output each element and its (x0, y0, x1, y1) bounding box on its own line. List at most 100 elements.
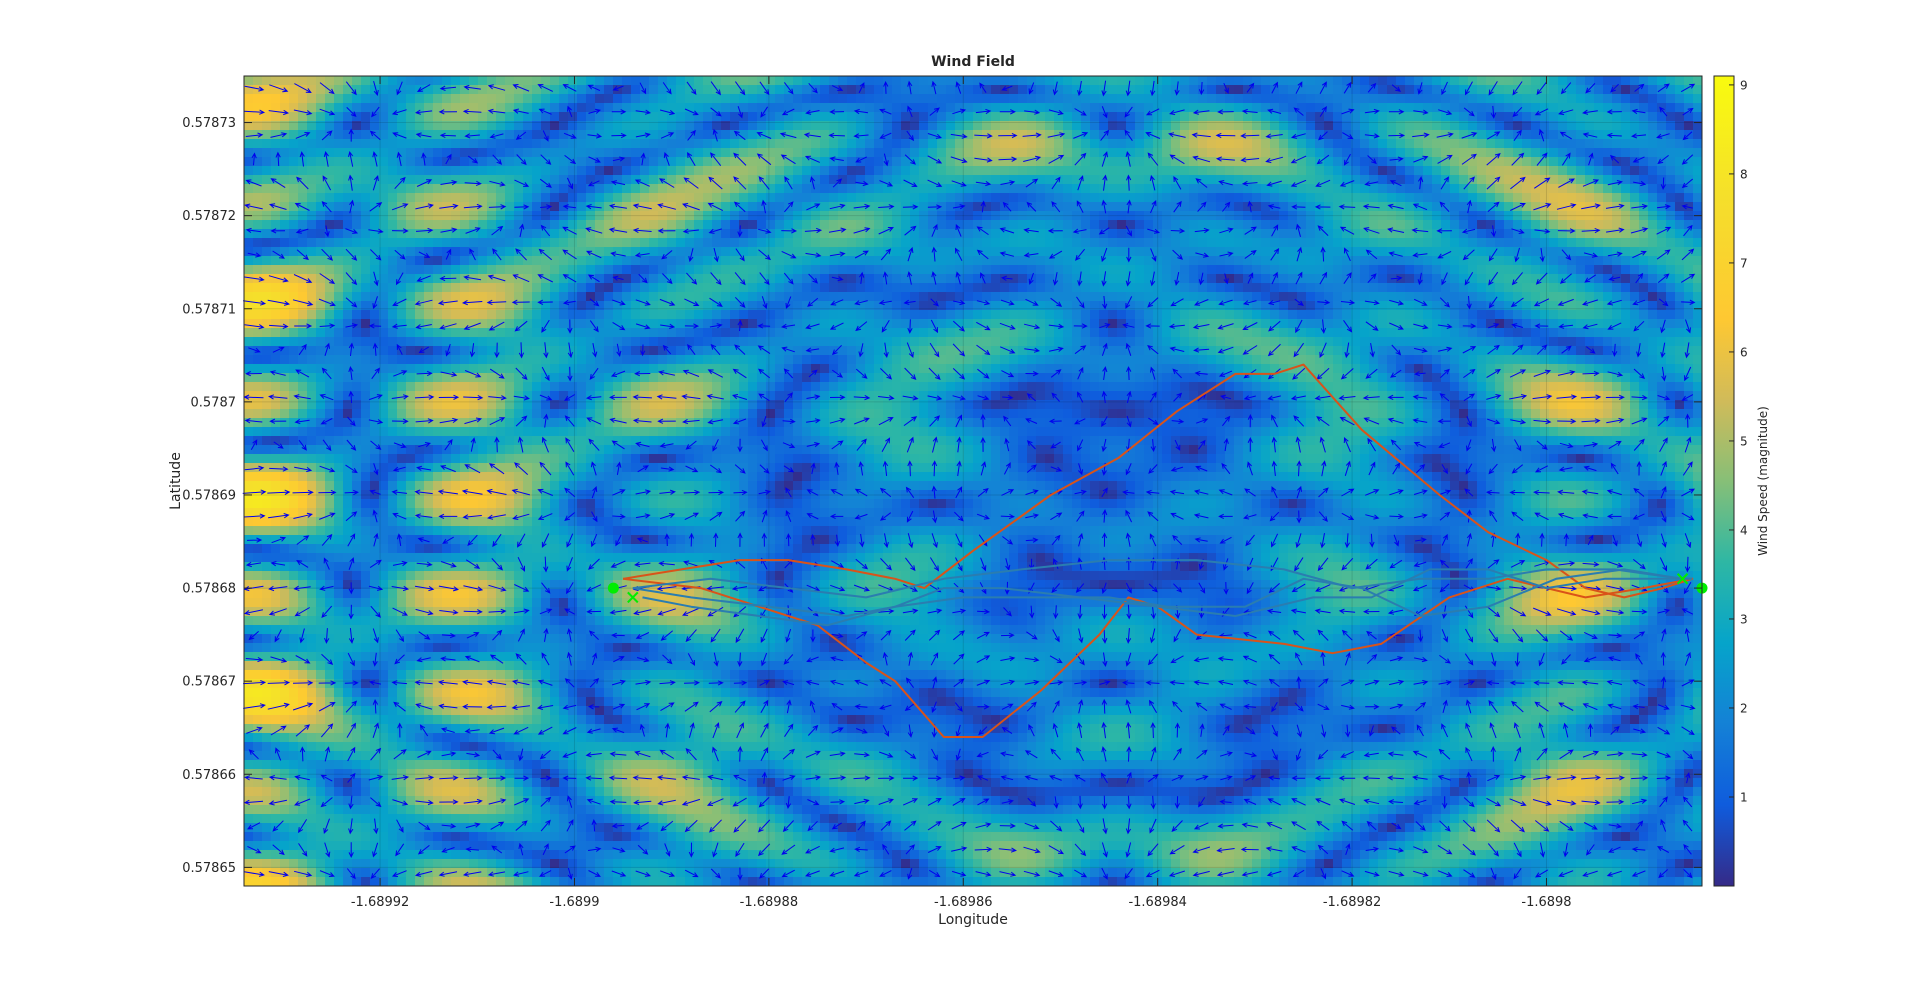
heatmap-cell (1162, 85, 1172, 95)
heatmap-cell (1441, 328, 1451, 338)
heatmap-cell (1261, 319, 1271, 329)
heatmap-cell (1612, 274, 1622, 284)
heatmap-cell (271, 139, 281, 149)
heatmap-cell (1387, 292, 1397, 302)
heatmap-cell (1558, 247, 1568, 257)
heatmap-cell (1351, 238, 1361, 248)
heatmap-cell (1189, 148, 1199, 158)
heatmap-cell (1243, 274, 1253, 284)
heatmap-cell (550, 256, 560, 266)
heatmap-cell (1549, 85, 1559, 95)
heatmap-cell (1459, 319, 1469, 329)
heatmap-cell (1180, 184, 1190, 194)
heatmap-cell (1126, 103, 1136, 113)
heatmap-cell (397, 76, 407, 86)
heatmap-cell (379, 220, 389, 230)
heatmap-cell (865, 76, 875, 86)
heatmap-cell (766, 265, 776, 275)
heatmap-cell (1324, 76, 1334, 86)
heatmap-cell (1144, 193, 1154, 203)
heatmap-cell (1036, 274, 1046, 284)
heatmap-cell (748, 148, 758, 158)
heatmap-cell (298, 265, 308, 275)
heatmap-cell (649, 265, 659, 275)
heatmap-cell (595, 238, 605, 248)
heatmap-cell (1567, 265, 1577, 275)
heatmap-cell (1135, 274, 1145, 284)
heatmap-cell (946, 229, 956, 239)
heatmap-cell (1576, 337, 1586, 347)
heatmap-cell (1342, 337, 1352, 347)
heatmap-cell (1468, 157, 1478, 167)
heatmap-cell (1045, 292, 1055, 302)
heatmap-cell (541, 157, 551, 167)
heatmap-cell (343, 328, 353, 338)
heatmap-cell (1675, 148, 1685, 158)
heatmap-cell (802, 292, 812, 302)
heatmap-cell (703, 121, 713, 131)
heatmap-cell (865, 85, 875, 95)
heatmap-cell (1009, 94, 1019, 104)
heatmap-cell (532, 184, 542, 194)
heatmap-cell (1135, 76, 1145, 86)
heatmap-cell (1045, 274, 1055, 284)
heatmap-cell (550, 274, 560, 284)
heatmap-cell (1009, 310, 1019, 320)
heatmap-cell (451, 184, 461, 194)
heatmap-cell (1072, 202, 1082, 212)
heatmap-cell (406, 103, 416, 113)
heatmap-cell (1018, 211, 1028, 221)
heatmap-cell (298, 148, 308, 158)
heatmap-cell (1684, 148, 1694, 158)
heatmap-cell (1639, 175, 1649, 185)
heatmap-cell (271, 238, 281, 248)
heatmap-cell (1612, 229, 1622, 239)
heatmap-cell (1342, 184, 1352, 194)
heatmap-cell (1198, 139, 1208, 149)
heatmap-cell (1432, 274, 1442, 284)
heatmap-cell (1099, 256, 1109, 266)
heatmap-cell (1045, 139, 1055, 149)
heatmap-cell (1522, 130, 1532, 140)
heatmap-cell (793, 85, 803, 95)
heatmap-cell (694, 121, 704, 131)
heatmap-cell (541, 265, 551, 275)
heatmap-cell (352, 148, 362, 158)
heatmap-cell (1306, 310, 1316, 320)
heatmap-cell (1144, 139, 1154, 149)
heatmap-cell (1675, 211, 1685, 221)
heatmap-cell (325, 220, 335, 230)
heatmap-cell (775, 121, 785, 131)
heatmap-cell (1585, 130, 1595, 140)
heatmap-cell (496, 238, 506, 248)
heatmap-cell (730, 301, 740, 311)
heatmap-cell (1045, 202, 1055, 212)
heatmap-cell (1162, 211, 1172, 221)
heatmap-cell (1036, 166, 1046, 176)
heatmap-cell (1099, 139, 1109, 149)
heatmap-cell (1504, 337, 1514, 347)
heatmap-cell (964, 292, 974, 302)
heatmap-cell (838, 112, 848, 122)
heatmap-cell (1432, 247, 1442, 257)
heatmap-cell (1405, 166, 1415, 176)
heatmap-cell (505, 274, 515, 284)
heatmap-cell (991, 85, 1001, 95)
heatmap-cell (964, 310, 974, 320)
heatmap-cell (1648, 337, 1658, 347)
heatmap-cell (1252, 193, 1262, 203)
heatmap-cell (1315, 76, 1325, 86)
heatmap-cell (586, 256, 596, 266)
heatmap-cell (820, 310, 830, 320)
heatmap-cell (739, 112, 749, 122)
heatmap-cell (532, 292, 542, 302)
heatmap-cell (1414, 229, 1424, 239)
heatmap-cell (865, 157, 875, 167)
heatmap-cell (1108, 292, 1118, 302)
heatmap-cell (1495, 220, 1505, 230)
heatmap-cell (496, 175, 506, 185)
heatmap-cell (802, 193, 812, 203)
heatmap-cell (784, 292, 794, 302)
heatmap-cell (532, 139, 542, 149)
heatmap-cell (919, 292, 929, 302)
